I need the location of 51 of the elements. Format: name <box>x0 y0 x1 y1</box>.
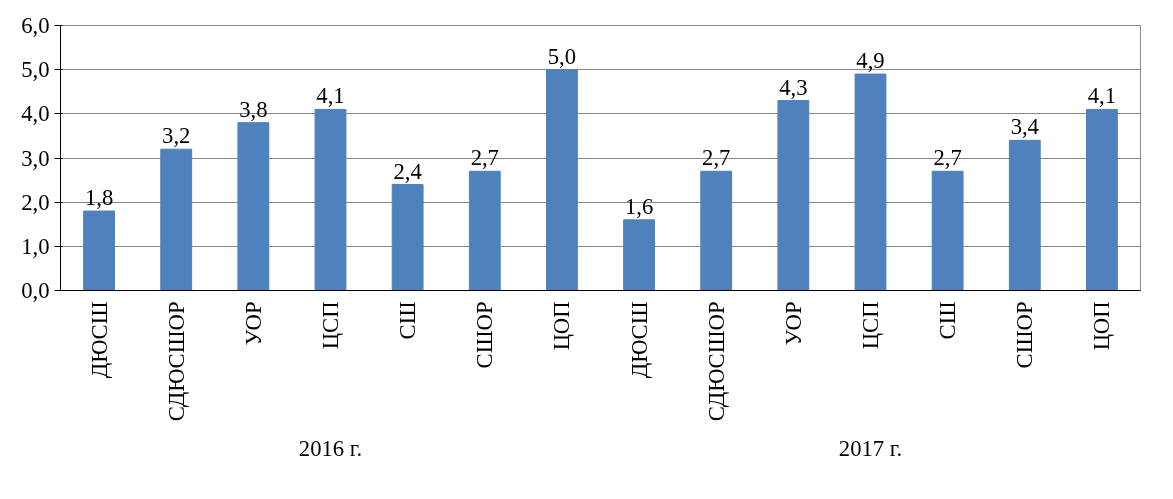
data-label: 4,1 <box>316 83 345 109</box>
data-label: 5,0 <box>547 43 577 69</box>
y-tick-label: 3,0 <box>21 145 50 171</box>
bar <box>237 122 270 291</box>
bar <box>160 148 193 291</box>
x-tick-label: СШОР <box>1012 301 1038 369</box>
data-label: 4,3 <box>779 74 808 100</box>
bar <box>623 219 655 291</box>
data-label: 1,8 <box>84 185 114 210</box>
y-tick-label: 5,0 <box>21 57 50 83</box>
y-tick-label: 1,0 <box>21 233 50 259</box>
x-tick-label: СШ <box>395 301 421 340</box>
bar <box>83 210 115 291</box>
data-label: 2,7 <box>702 145 731 171</box>
x-tick-label: ДЮСШ <box>626 301 652 379</box>
x-tick-label: ЦСП <box>318 301 343 350</box>
bar <box>546 69 578 291</box>
y-tick-label: 6,0 <box>21 13 50 38</box>
data-label: 4,9 <box>856 48 885 74</box>
y-tick-label: 0,0 <box>21 278 50 303</box>
y-tick-label: 2,0 <box>21 189 50 215</box>
data-label: 3,2 <box>162 123 191 149</box>
x-tick-label: ЦОП <box>1089 301 1115 351</box>
data-label: 2,4 <box>393 158 422 184</box>
x-tick-label: СДЮСШОР <box>163 301 189 422</box>
y-tick-label: 4,0 <box>21 101 50 127</box>
text: 2016 г. <box>298 435 363 461</box>
data-label: 3,8 <box>239 96 268 122</box>
bar <box>777 100 810 291</box>
bar <box>854 73 887 291</box>
x-tick-label: УОР <box>780 301 806 346</box>
bar <box>314 108 347 291</box>
bar <box>700 170 733 291</box>
x-tick-label: СШ <box>935 301 961 340</box>
x-tick-label: СДЮСШОР <box>703 301 729 422</box>
data-label: 2,7 <box>933 145 962 171</box>
data-label: 1,6 <box>624 193 654 219</box>
bar <box>1086 108 1118 291</box>
data-label: 2,7 <box>470 145 499 171</box>
bar <box>1008 139 1041 291</box>
bar <box>468 170 501 291</box>
bar <box>931 170 964 291</box>
text: 2017 г. <box>838 435 903 461</box>
x-tick-label: ЦОП <box>549 301 575 351</box>
x-tick-label: УОР <box>240 301 266 346</box>
x-tick-label: ЦСП <box>858 301 883 350</box>
bar <box>391 184 424 291</box>
x-tick-label: СШОР <box>472 301 498 369</box>
x-tick-label: ДЮСШ <box>86 301 112 379</box>
data-label: 3,4 <box>1010 114 1039 140</box>
data-label: 4,1 <box>1087 83 1117 109</box>
